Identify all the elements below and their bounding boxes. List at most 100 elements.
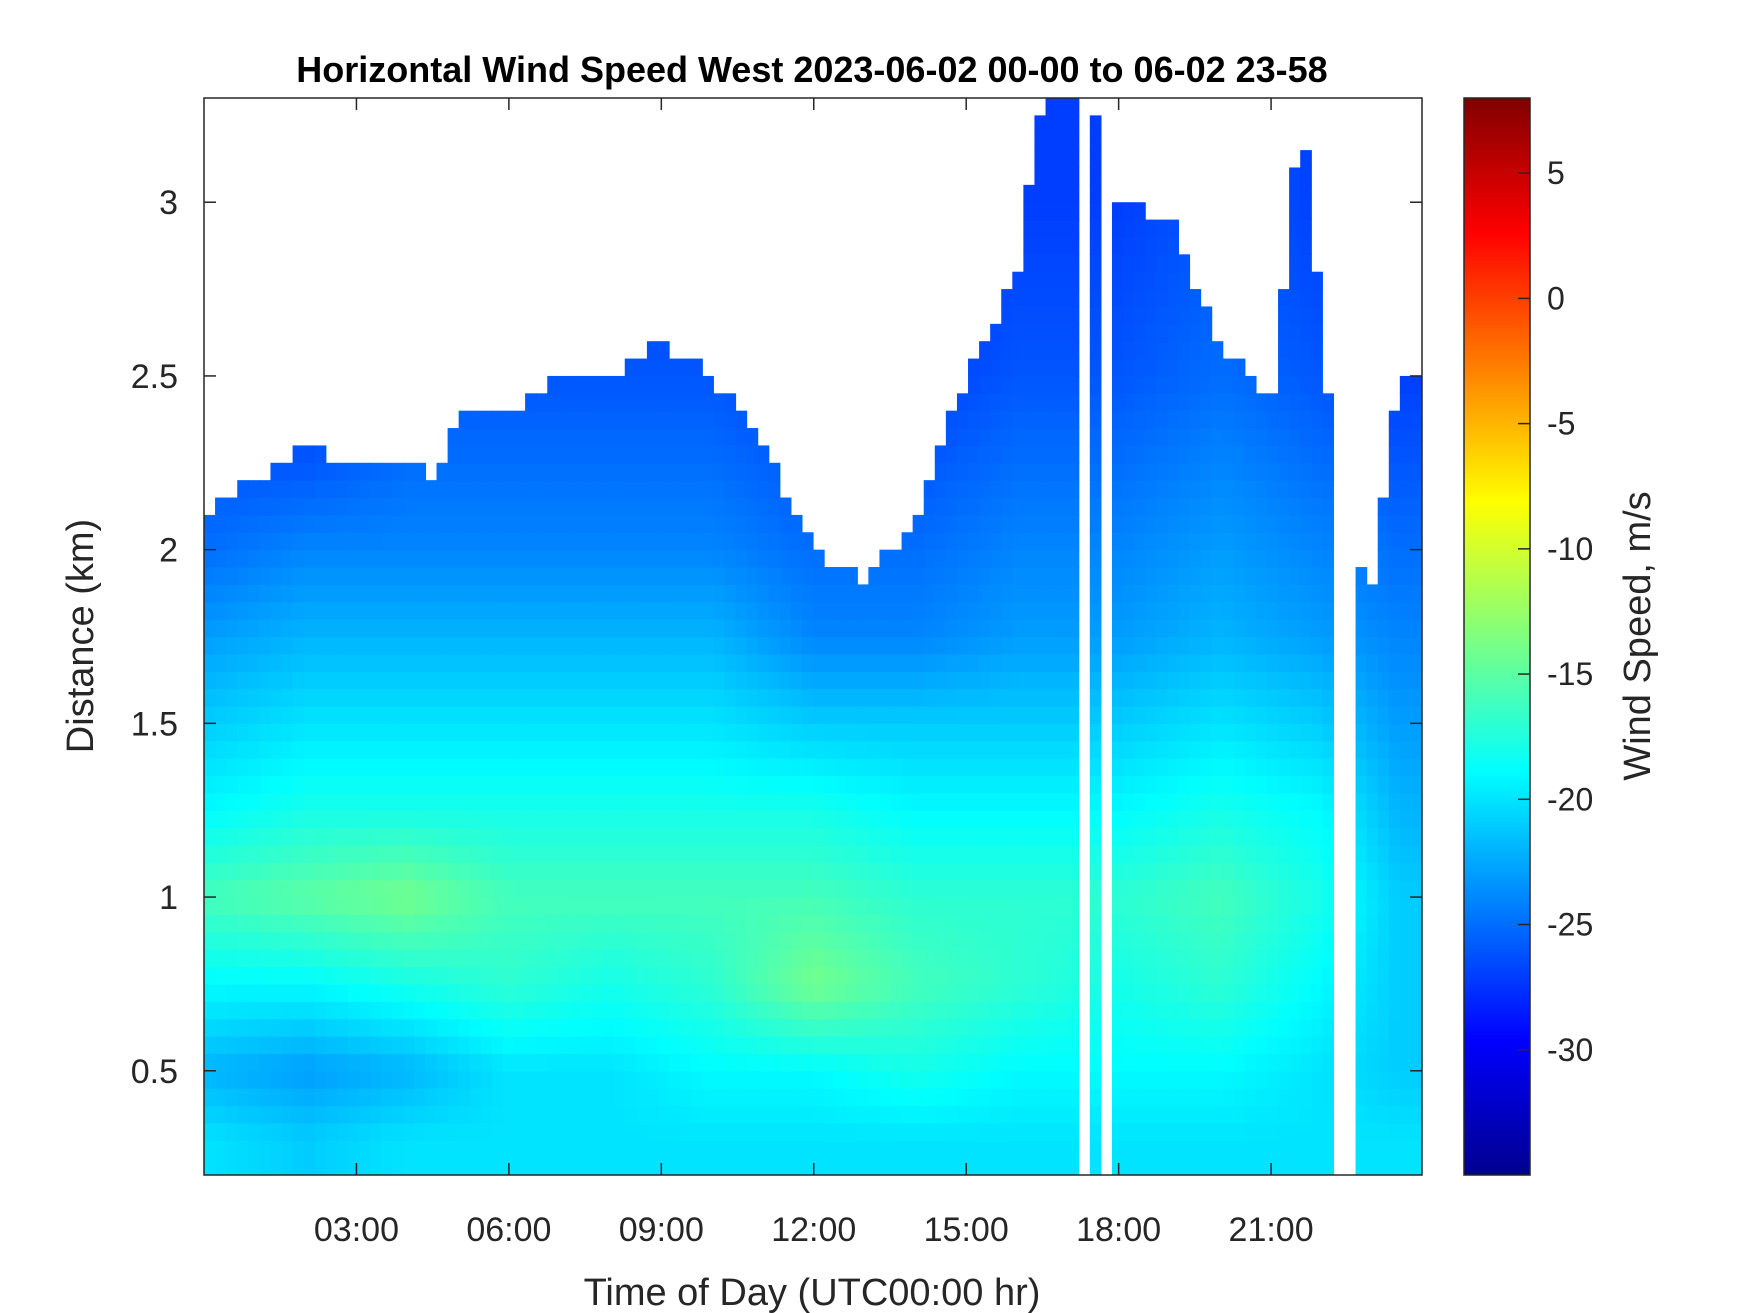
- heatmap-cell: [359, 949, 371, 968]
- heatmap-cell: [1300, 775, 1312, 794]
- heatmap-cell: [1222, 723, 1235, 742]
- heatmap-cell: [868, 636, 881, 655]
- heatmap-cell: [979, 827, 991, 846]
- heatmap-cell: [248, 983, 260, 1002]
- heatmap-cell: [1189, 1001, 1202, 1020]
- heatmap-cell: [414, 705, 427, 724]
- heatmap-cell: [403, 792, 415, 811]
- heatmap-cell: [813, 705, 825, 724]
- heatmap-cell: [790, 966, 803, 985]
- heatmap-cell: [1300, 462, 1312, 481]
- heatmap-cell: [1377, 879, 1390, 898]
- heatmap-cell: [547, 879, 559, 898]
- heatmap-cell: [403, 1105, 415, 1124]
- heatmap-cell: [215, 844, 227, 863]
- heatmap-cell: [226, 897, 238, 916]
- heatmap-cell: [536, 931, 548, 950]
- heatmap-cell: [724, 1140, 737, 1159]
- heatmap-cell: [1067, 150, 1080, 169]
- heatmap-cell: [990, 1122, 1002, 1141]
- heatmap-cell: [713, 914, 726, 933]
- heatmap-cell: [270, 549, 283, 568]
- y-axis-label: Distance (km): [60, 519, 102, 753]
- heatmap-cell: [1067, 844, 1080, 863]
- heatmap-cell: [857, 723, 869, 742]
- heatmap-cell: [768, 792, 781, 811]
- heatmap-cell: [436, 1001, 449, 1020]
- heatmap-cell: [1012, 1140, 1024, 1159]
- heatmap-cell: [591, 740, 604, 759]
- heatmap-cell: [314, 862, 327, 881]
- heatmap-cell: [525, 410, 537, 429]
- heatmap-cell: [1023, 1070, 1036, 1089]
- heatmap-cell: [525, 931, 537, 950]
- heatmap-cell: [1300, 167, 1312, 186]
- heatmap-cell: [469, 827, 482, 846]
- heatmap-cell: [1111, 584, 1124, 603]
- heatmap-cell: [1311, 497, 1323, 516]
- heatmap-cell: [613, 532, 626, 551]
- heatmap-cell: [425, 671, 438, 690]
- heatmap-cell: [1255, 584, 1268, 603]
- heatmap-cell: [591, 1157, 604, 1175]
- heatmap-cell: [458, 1001, 471, 1020]
- heatmap-cell: [790, 567, 803, 585]
- heatmap-cell: [1278, 983, 1290, 1002]
- heatmap-cell: [525, 705, 537, 724]
- heatmap-cell: [292, 1105, 305, 1124]
- heatmap-cell: [502, 445, 515, 464]
- heatmap-cell: [1012, 949, 1024, 968]
- heatmap-cell: [680, 827, 692, 846]
- heatmap-cell: [1045, 410, 1058, 429]
- heatmap-cell: [1322, 827, 1335, 846]
- heatmap-cell: [657, 740, 670, 759]
- heatmap-cell: [1067, 1070, 1080, 1089]
- heatmap-cell: [813, 1070, 825, 1089]
- heatmap-cell: [403, 671, 415, 690]
- heatmap-cell: [1156, 341, 1168, 360]
- heatmap-cell: [569, 1070, 582, 1089]
- heatmap-cell: [1001, 393, 1013, 412]
- heatmap-cell: [1001, 653, 1013, 672]
- heatmap-cell: [1145, 1053, 1157, 1072]
- heatmap-cell: [1266, 792, 1279, 811]
- heatmap-cell: [1200, 723, 1213, 742]
- heatmap-cell: [381, 810, 393, 829]
- heatmap-cell: [1111, 497, 1124, 516]
- heatmap-cell: [392, 949, 404, 968]
- heatmap-cell: [657, 341, 670, 360]
- heatmap-cell: [724, 983, 737, 1002]
- heatmap-cell: [414, 1157, 427, 1175]
- heatmap-cell: [934, 827, 947, 846]
- heatmap-cell: [1089, 1105, 1102, 1124]
- heatmap-cell: [702, 445, 714, 464]
- heatmap-cell: [226, 740, 238, 759]
- heatmap-cell: [259, 949, 272, 968]
- heatmap-cell: [1255, 1036, 1268, 1054]
- heatmap-cell: [702, 514, 714, 533]
- heatmap-cell: [724, 549, 737, 568]
- heatmap-cell: [1045, 445, 1058, 464]
- heatmap-cell: [635, 705, 648, 724]
- colorbar-tick-label: 0: [1547, 280, 1565, 316]
- heatmap-cell: [934, 723, 947, 742]
- colorbar-tick-label: -25: [1547, 907, 1593, 943]
- heatmap-cell: [1023, 271, 1036, 290]
- heatmap-cell: [591, 549, 604, 568]
- heatmap-cell: [702, 619, 714, 638]
- heatmap-cell: [1289, 184, 1301, 203]
- heatmap-cell: [259, 705, 272, 724]
- heatmap-cell: [502, 914, 515, 933]
- heatmap-cell: [757, 1140, 770, 1159]
- heatmap-cell: [347, 601, 360, 620]
- heatmap-cell: [1289, 549, 1301, 568]
- heatmap-cell: [502, 1001, 515, 1020]
- heatmap-cell: [1377, 671, 1390, 690]
- heatmap-cell: [1012, 567, 1024, 585]
- heatmap-cell: [1311, 601, 1323, 620]
- heatmap-cell: [691, 619, 703, 638]
- heatmap-cell: [835, 827, 847, 846]
- heatmap-cell: [436, 844, 449, 863]
- heatmap-cell: [801, 1053, 814, 1072]
- heatmap-cell: [657, 862, 670, 881]
